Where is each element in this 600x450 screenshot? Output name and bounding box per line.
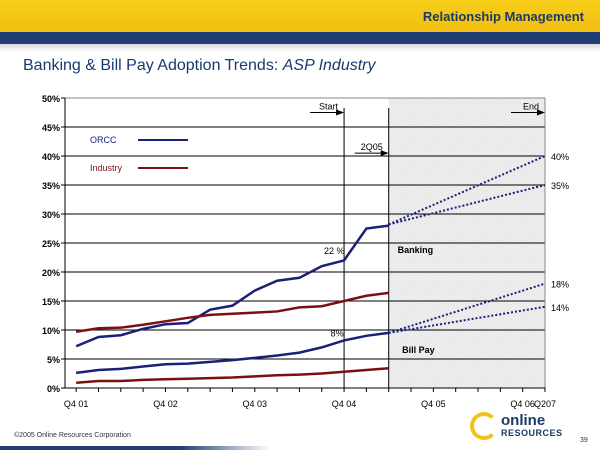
logo-text-resources: RESOURCES [501,428,563,438]
y-tick-label: 50% [42,94,60,104]
annotation-2q05: 2Q05 [361,142,383,152]
x-tick-label: Q4 05 [421,399,446,409]
y-tick-label: 0% [47,384,60,394]
legend-label: Industry [90,163,123,173]
legend-label: ORCC [90,135,117,145]
series-line-orcc-bill-pay [76,331,389,375]
projection-label: 14% [551,303,569,313]
x-tick-label: Q4 02 [153,399,178,409]
y-tick-label: 30% [42,210,60,220]
y-tick-label: 15% [42,297,60,307]
x-tick-label: Q4 03 [243,399,268,409]
title-italic: ASP Industry [282,57,376,74]
arrowhead-icon [336,109,345,116]
annotation-label: Banking [398,245,434,255]
y-tick-label: 35% [42,181,60,191]
y-tick-label: 25% [42,239,60,249]
annotation-label: 8% [331,328,344,338]
x-tick-label: Q4 04 [332,399,357,409]
x-tick-label: Q4 06 [510,399,535,409]
header-band: Relationship Management [0,0,600,32]
annotation-label: Bill Pay [402,345,435,355]
arrowhead-icon [537,109,545,116]
projection-line [388,184,546,226]
series-line-orcc-banking [75,224,389,348]
series-line-industry-bill-pay [76,367,389,385]
y-tick-label: 45% [42,123,60,133]
footer-stripe [0,446,600,450]
projection-line [388,282,546,334]
x-tick-label: Q207 [534,399,556,409]
annotation-start: Start [319,102,339,112]
title-main: Banking & Bill Pay Adoption Trends: [23,57,279,74]
y-tick-label: 10% [42,326,60,336]
header-shadow [0,44,600,52]
logo-ring-icon [470,412,498,440]
annotation-end: End [523,102,539,112]
y-tick-label: 40% [42,152,60,162]
company-logo: online RESOURCES [470,412,580,446]
series-line-industry-banking [75,291,389,333]
projection-label: 35% [551,181,569,191]
page-title: Banking & Bill Pay Adoption Trends: ASP … [23,57,376,75]
page-number: 39 [580,437,588,444]
y-tick-label: 5% [47,355,60,365]
projection-label: 40% [551,152,569,162]
projection-line [388,305,546,334]
y-tick-label: 20% [42,268,60,278]
x-tick-label: Q4 01 [64,399,89,409]
section-title: Relationship Management [422,9,584,24]
header-stripe [0,32,600,44]
projection-line [388,155,546,226]
copyright: ©2005 Online Resources Corporation [14,432,131,439]
arrowhead-icon [380,150,389,157]
logo-text-online: online [501,412,546,429]
projection-label: 18% [551,280,569,290]
annotation-label: 22 % [324,246,345,256]
